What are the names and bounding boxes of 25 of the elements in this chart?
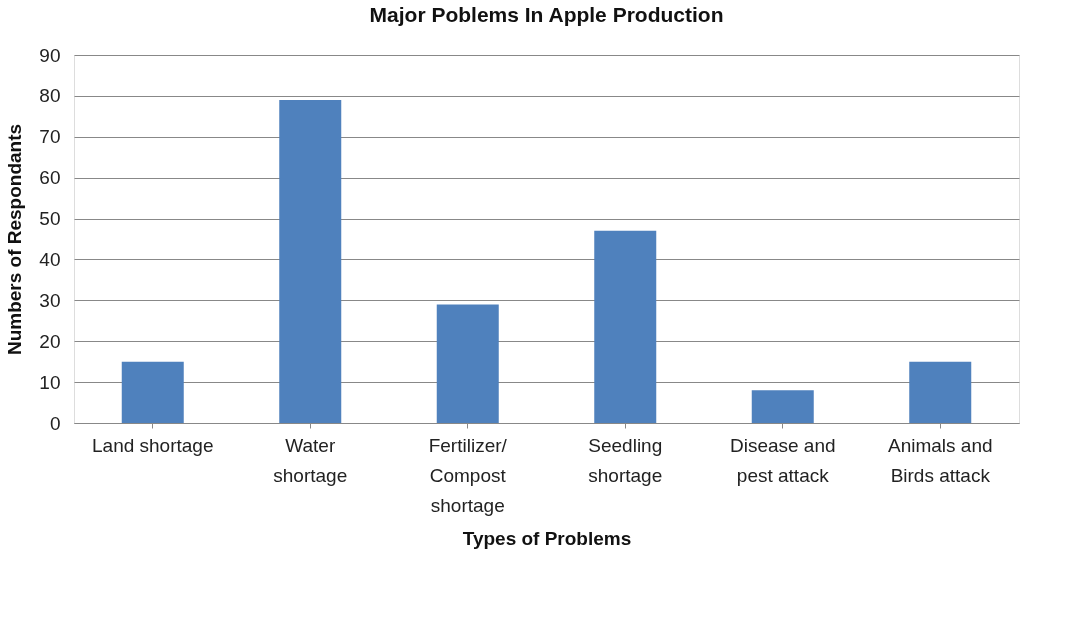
y-tick-label: 30	[39, 289, 61, 311]
y-tick-label: 40	[39, 248, 61, 270]
x-tick-label: Seedling shortage	[588, 434, 663, 486]
bar	[751, 390, 814, 423]
x-tick-label: Animals and Birds attack	[887, 434, 993, 486]
y-tick-label: 50	[39, 208, 61, 230]
y-tick-label: 0	[49, 412, 61, 434]
bar	[436, 304, 499, 423]
y-tick-label: 60	[39, 167, 61, 189]
y-axis-title: Numbers of Respondants	[4, 123, 26, 356]
bar	[279, 99, 342, 423]
y-tick-label: 10	[39, 371, 61, 393]
x-tick-label: Land shortage	[92, 434, 214, 456]
x-tick-label: Disease and pest attack	[729, 434, 836, 486]
y-tick-label: 20	[39, 330, 61, 352]
x-tick-label: Water shortage	[273, 434, 348, 486]
bar	[909, 361, 972, 423]
y-tick-label: 80	[39, 85, 61, 107]
x-axis-title: Types of Problems	[462, 527, 632, 549]
y-tick-label: 70	[39, 126, 61, 148]
chart-title: Major Poblems In Apple Production	[369, 3, 724, 26]
x-tick-label: Fertilizer/ Compost shortage	[428, 434, 508, 516]
y-tick-label: 90	[39, 44, 61, 66]
bar	[594, 230, 657, 423]
bar	[121, 361, 184, 423]
